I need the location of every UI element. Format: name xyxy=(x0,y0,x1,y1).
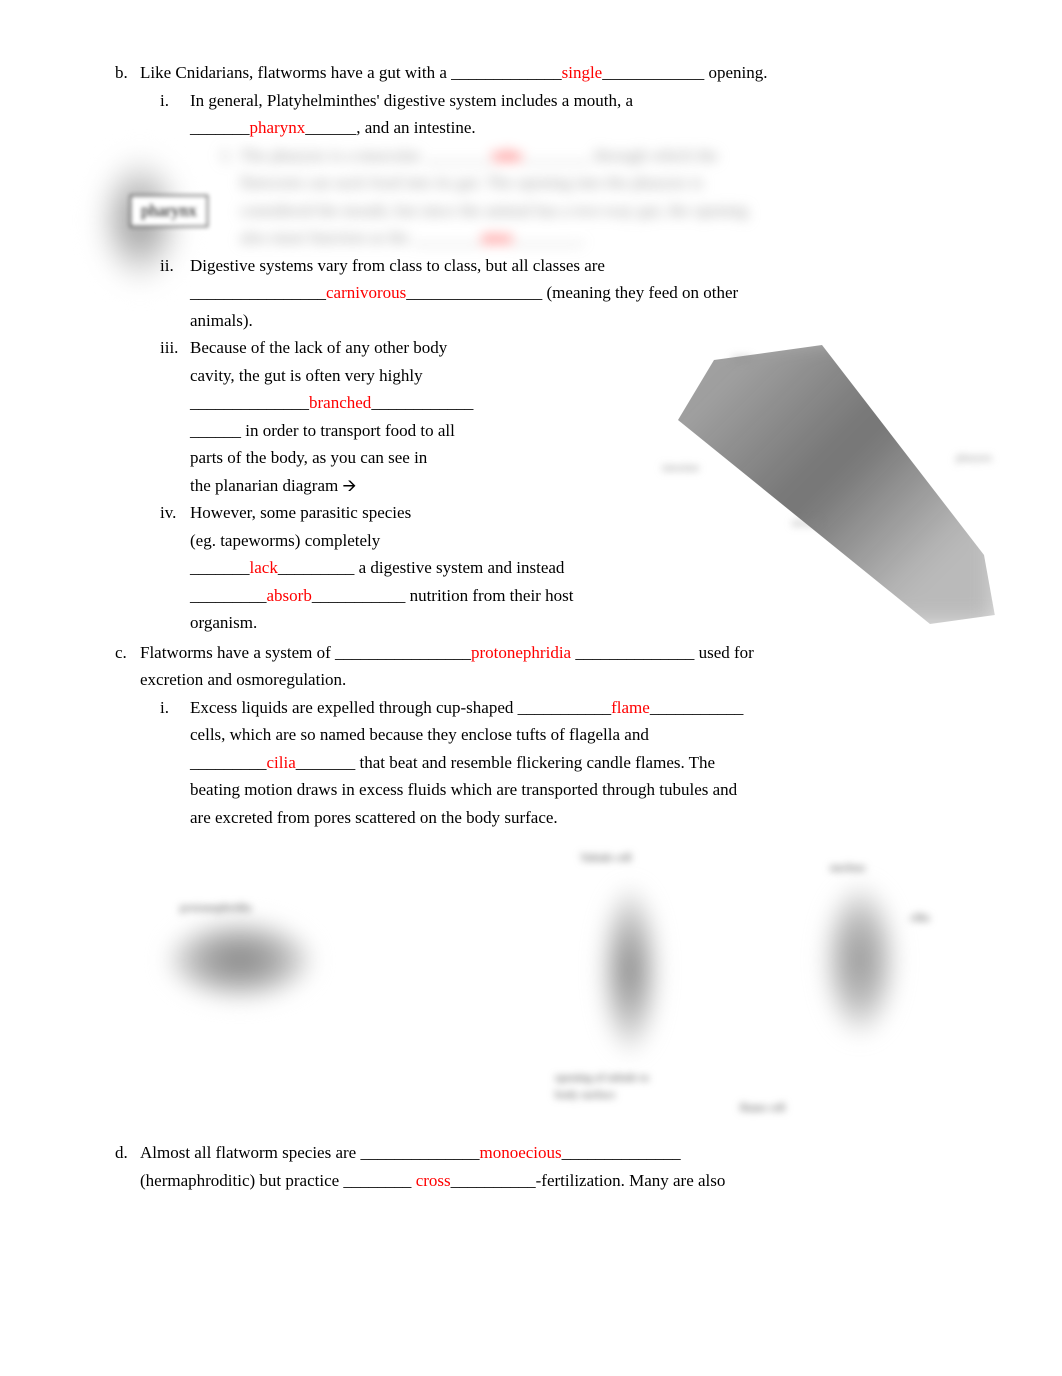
text: Flatworms have a system of _____________… xyxy=(140,643,471,662)
diagram-label: flame cell xyxy=(740,1100,785,1117)
text: are excreted from pores scattered on the… xyxy=(190,808,558,827)
blank: ____________ xyxy=(371,393,473,412)
text: cavity, the gut is often very highly xyxy=(190,366,423,385)
text: Because of the lack of any other body xyxy=(190,338,447,357)
text: However, some parasitic species xyxy=(190,503,411,522)
blank: ________________ xyxy=(190,283,326,302)
list-marker-i: i. xyxy=(160,695,169,721)
answer-branched: branched xyxy=(309,393,371,412)
answer-cilia: cilia xyxy=(267,753,296,772)
blurred-subpoint: 1. The pharynx is a muscular ________tub… xyxy=(240,143,962,251)
answer-flame: flame xyxy=(611,698,650,717)
list-marker-iii: iii. xyxy=(160,335,178,361)
blank: ______________ xyxy=(190,393,309,412)
blank: _______ xyxy=(190,118,250,137)
answer-lack: lack xyxy=(250,558,278,577)
protonephridia-diagram: Tubule cell nucleus cilia opening of tub… xyxy=(140,850,962,1130)
text: ______ in order to transport food to all xyxy=(190,421,455,440)
text: ________________ (meaning they feed on o… xyxy=(406,283,738,302)
diagram-label: protonephridia xyxy=(180,900,251,917)
text: Excess liquids are expelled through cup-… xyxy=(190,698,611,717)
list-marker-c: c. xyxy=(115,640,127,666)
diagram-label: nucleus xyxy=(830,860,865,877)
blank: _________ xyxy=(190,753,267,772)
list-marker-ii: ii. xyxy=(160,253,174,279)
text: In general, Platyhelminthes' digestive s… xyxy=(190,91,633,110)
list-marker-i: i. xyxy=(160,88,169,114)
text: ______, and an intestine. xyxy=(305,118,475,137)
answer-cross: cross xyxy=(416,1171,451,1190)
blank: ___________ xyxy=(650,698,744,717)
text: _________ a digestive system and instead xyxy=(278,558,565,577)
blank: _______ xyxy=(190,558,250,577)
flame-cell-figure xyxy=(780,850,960,1110)
text: animals). xyxy=(190,311,253,330)
text: ______________ used for xyxy=(571,643,754,662)
answer-single: single xyxy=(562,63,603,82)
answer-absorb: absorb xyxy=(267,586,312,605)
text: parts of the body, as you can see in xyxy=(190,448,427,467)
text: excretion and osmoregulation. xyxy=(140,670,346,689)
list-marker-b: b. xyxy=(115,60,128,86)
answer-protonephridia: protonephridia xyxy=(471,643,571,662)
diagram-label: opening of tubule to body surface xyxy=(555,1070,655,1103)
text: (hermaphroditic) but practice ________ xyxy=(140,1171,416,1190)
text: organism. xyxy=(190,613,257,632)
answer-carnivorous: carnivorous xyxy=(326,283,406,302)
text: __________-fertilization. Many are also xyxy=(451,1171,726,1190)
answer-pharynx: pharynx xyxy=(250,118,306,137)
text: ___________ nutrition from their host xyxy=(312,586,574,605)
text: Like Cnidarians, flatworms have a gut wi… xyxy=(140,63,562,82)
text: _______ that beat and resemble flickerin… xyxy=(296,753,715,772)
blank: ______________ xyxy=(562,1143,681,1162)
list-marker-iv: iv. xyxy=(160,500,176,526)
pharynx-label-box: pharynx xyxy=(130,195,208,227)
text: the planarian diagram 🡪 xyxy=(190,476,356,495)
diagram-label: cilia xyxy=(910,910,930,927)
blank: _________ xyxy=(190,586,267,605)
diagram-label: Tubule cell xyxy=(580,850,631,867)
text: Digestive systems vary from class to cla… xyxy=(190,256,605,275)
text: (eg. tapeworms) completely xyxy=(190,531,380,550)
text: Almost all flatworm species are ________… xyxy=(140,1143,479,1162)
answer-monoecious: monoecious xyxy=(479,1143,561,1162)
text: ____________ opening. xyxy=(602,63,767,82)
pharynx-callout: pharynx xyxy=(130,195,208,227)
text: cells, which are so named because they e… xyxy=(190,725,649,744)
text: beating motion draws in excess fluids wh… xyxy=(190,780,737,799)
list-marker-d: d. xyxy=(115,1140,128,1166)
